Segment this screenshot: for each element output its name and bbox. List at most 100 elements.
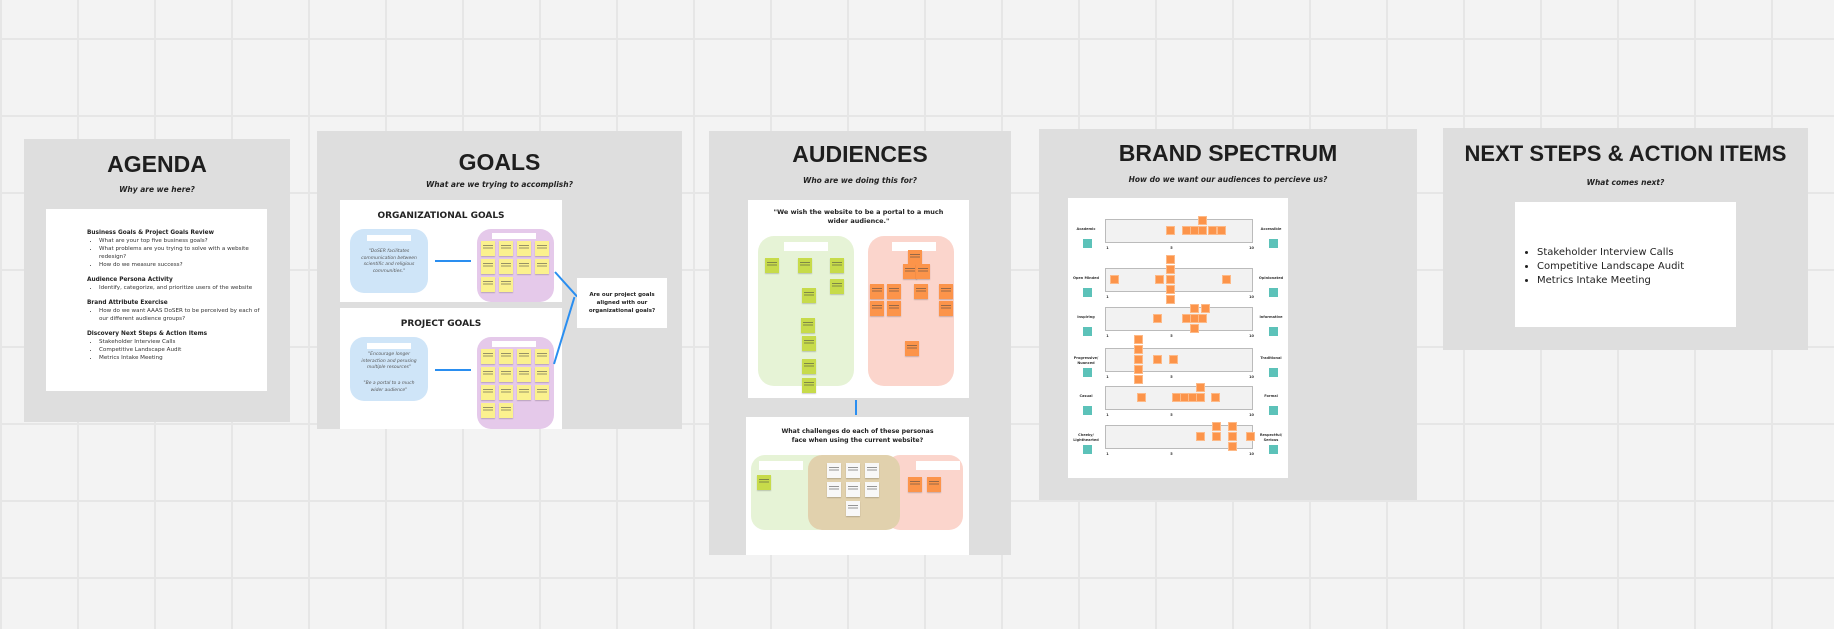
- vote-square: [1228, 442, 1238, 451]
- agenda-item: What problems are you trying to solve wi…: [99, 245, 267, 261]
- agenda-card: Business Goals & Project Goals ReviewWha…: [46, 209, 267, 391]
- sticky-note[interactable]: [481, 403, 495, 418]
- sticky-note[interactable]: [481, 349, 495, 364]
- agenda-item: Competitive Landscape Audit: [99, 346, 267, 354]
- sticky-note[interactable]: [908, 477, 922, 492]
- sticky-note[interactable]: [757, 475, 771, 490]
- sticky-note[interactable]: [535, 367, 549, 382]
- project-quote-2: "Be a portal to a much wider audience": [363, 381, 415, 393]
- brand-spectrum-card: Academic Accessible 1 5 10 Open Minded Opinion…: [1068, 198, 1288, 478]
- vote-square: [1166, 295, 1175, 304]
- sticky-note[interactable]: [499, 367, 513, 382]
- spectrum-right-label: Opinionated: [1258, 276, 1284, 280]
- scale-mid-label: 5: [1170, 413, 1173, 417]
- goals-frame[interactable]: GOALS What are we trying to accomplish? …: [317, 131, 682, 429]
- sticky-note[interactable]: [830, 279, 844, 294]
- sticky-note[interactable]: [535, 259, 549, 274]
- spectrum-left-label: Open Minded: [1072, 276, 1100, 280]
- sticky-note[interactable]: [887, 301, 901, 316]
- spectrum-left-label: Inspiring: [1077, 315, 1095, 319]
- sticky-note[interactable]: [870, 284, 884, 299]
- sticky-note[interactable]: [481, 259, 495, 274]
- org-goals-title: ORGANIZATIONAL GOALS: [377, 211, 505, 221]
- sticky-note[interactable]: [887, 284, 901, 299]
- next-step-item: Competitive Landscape Audit: [1537, 260, 1736, 274]
- sticky-note[interactable]: [865, 482, 879, 497]
- sticky-note[interactable]: [846, 501, 860, 516]
- sticky-note[interactable]: [846, 463, 860, 478]
- sticky-note[interactable]: [499, 385, 513, 400]
- sticky-note[interactable]: [535, 241, 549, 256]
- goals-title: GOALS: [458, 149, 541, 175]
- vote-square: [1198, 216, 1207, 225]
- sticky-note[interactable]: [535, 385, 549, 400]
- scale-mid-label: 5: [1170, 375, 1173, 379]
- vote-square: [1198, 226, 1207, 235]
- sticky-note[interactable]: [765, 258, 779, 273]
- sticky-note[interactable]: [499, 259, 513, 274]
- marker-icon: [1269, 406, 1278, 415]
- sticky-note[interactable]: [481, 277, 495, 292]
- sticky-note[interactable]: [798, 258, 812, 273]
- sticky-note[interactable]: [481, 385, 495, 400]
- sticky-note[interactable]: [802, 378, 816, 393]
- scale-max-label: 10: [1249, 375, 1254, 379]
- sticky-note[interactable]: [517, 349, 531, 364]
- vote-square: [1134, 365, 1143, 374]
- audiences-frame[interactable]: AUDIENCES Who are we doing this for? "We…: [709, 131, 1011, 555]
- sticky-note[interactable]: [870, 301, 884, 316]
- marker-icon: [1269, 327, 1278, 336]
- sticky-note[interactable]: [827, 482, 841, 497]
- sticky-note[interactable]: [916, 264, 930, 279]
- sticky-note[interactable]: [914, 284, 928, 299]
- project-quote-1: "Encourage longer interaction and perusi…: [361, 352, 417, 370]
- brand-spectrum-title: BRAND SPECTRUM: [1118, 140, 1338, 166]
- audiences-subtitle: Who are we doing this for?: [803, 176, 917, 185]
- sticky-note[interactable]: [517, 367, 531, 382]
- sticky-note[interactable]: [846, 482, 860, 497]
- scale-max-label: 10: [1249, 295, 1254, 299]
- sticky-note[interactable]: [905, 341, 919, 356]
- sticky-note[interactable]: [481, 367, 495, 382]
- sticky-note[interactable]: [499, 277, 513, 292]
- sticky-note[interactable]: [517, 259, 531, 274]
- vote-square: [1196, 383, 1206, 392]
- sticky-note[interactable]: [801, 318, 815, 333]
- sticky-note[interactable]: [517, 385, 531, 400]
- sticky-note[interactable]: [499, 241, 513, 256]
- agenda-frame[interactable]: AGENDA Why are we here? Business Goals &…: [24, 139, 290, 422]
- vote-square: [1201, 304, 1211, 313]
- sticky-note[interactable]: [830, 258, 844, 273]
- next-steps-list: Stakeholder Interview Calls Competitive …: [1515, 246, 1736, 288]
- next-step-item: Stakeholder Interview Calls: [1537, 246, 1736, 260]
- sticky-note[interactable]: [939, 284, 953, 299]
- sticky-note[interactable]: [481, 241, 495, 256]
- org-stickies-area: [477, 229, 554, 302]
- vote-square: [1134, 355, 1143, 364]
- brand-spectrum-frame[interactable]: BRAND SPECTRUM How do we want our audien…: [1039, 129, 1417, 500]
- sticky-note[interactable]: [517, 241, 531, 256]
- vote-square: [1166, 285, 1175, 294]
- vote-square: [1228, 422, 1238, 431]
- spectrum-left-label: Cheeky/ Lighthearted: [1073, 433, 1099, 442]
- agenda-section-heading: Audience Persona Activity: [87, 277, 173, 283]
- sticky-note[interactable]: [499, 403, 513, 418]
- sticky-note[interactable]: [802, 359, 816, 374]
- sticky-note[interactable]: [927, 477, 941, 492]
- sticky-note[interactable]: [535, 349, 549, 364]
- vote-square: [1228, 432, 1238, 441]
- sticky-note[interactable]: [939, 301, 953, 316]
- sticky-note[interactable]: [802, 336, 816, 351]
- sticky-note[interactable]: [802, 288, 816, 303]
- sticky-note[interactable]: [865, 463, 879, 478]
- sticky-note[interactable]: [908, 250, 922, 265]
- sticky-note[interactable]: [499, 349, 513, 364]
- spectrum-bar: [1105, 307, 1253, 331]
- spectrum-right-label: Accessible: [1260, 227, 1282, 231]
- sticky-note[interactable]: [903, 264, 917, 279]
- vote-square: [1154, 275, 1164, 284]
- sticky-note[interactable]: [827, 463, 841, 478]
- arrow-down-icon: [855, 400, 857, 415]
- vote-square: [1134, 375, 1143, 384]
- next-steps-frame[interactable]: NEXT STEPS & ACTION ITEMS What comes nex…: [1443, 128, 1808, 350]
